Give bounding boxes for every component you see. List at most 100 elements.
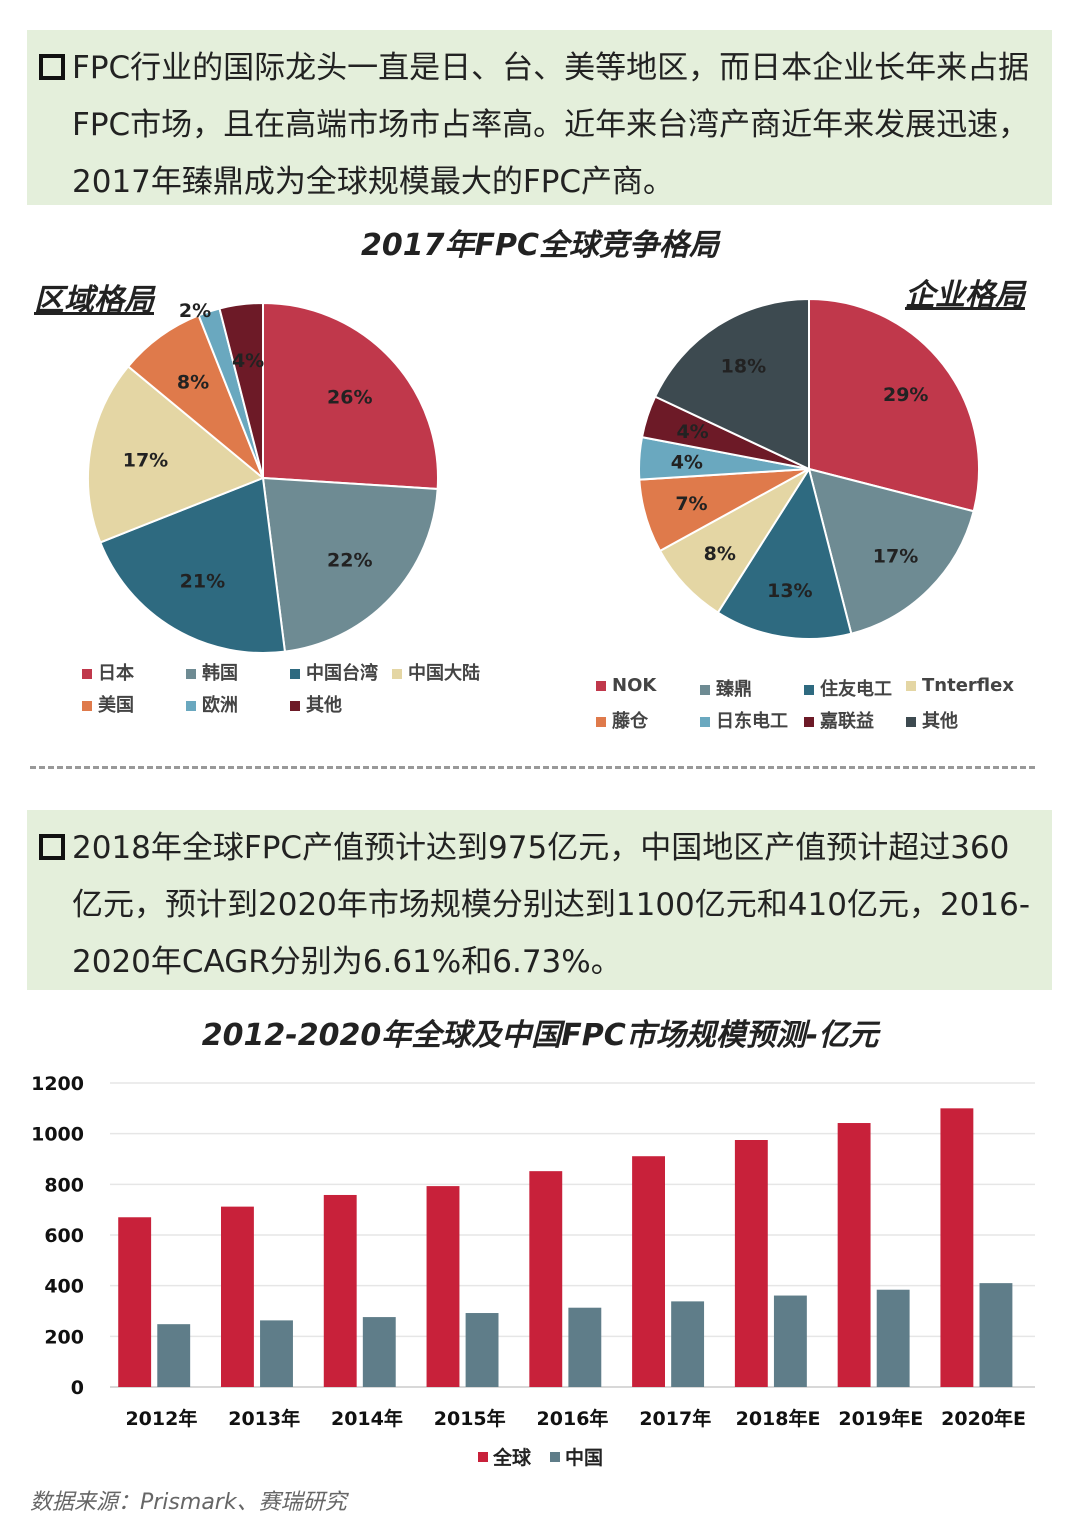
legend-label: NOK — [612, 675, 657, 696]
bar-全球-2017年 — [632, 1156, 665, 1387]
pie-data-label: 13% — [767, 580, 812, 602]
legend-swatch — [290, 669, 300, 679]
legend-item: 韩国 — [186, 659, 238, 685]
pie-slice-韩国 — [261, 476, 439, 653]
legend-item: 欧洲 — [186, 691, 238, 717]
legend-item: 藤仓 — [596, 707, 648, 733]
banner-text: FPC行业的国际龙头一直是日、台、美等地区，而日本企业长年来占据FPC市场，且在… — [72, 50, 1030, 200]
legend-label: 日本 — [98, 663, 134, 684]
legend-item: 其他 — [290, 691, 342, 717]
y-tick-label: 200 — [44, 1326, 84, 1348]
y-tick-label: 400 — [44, 1276, 84, 1298]
legend-label: 臻鼎 — [716, 679, 752, 700]
pie-chart-title: 2017年FPC全球竞争格局 — [361, 228, 719, 263]
legend-swatch — [478, 1452, 488, 1462]
legend-item: 日本 — [82, 659, 134, 685]
bar-中国-2018年E — [773, 1295, 807, 1387]
legend-swatch — [82, 669, 92, 679]
bar-全球-2014年 — [323, 1194, 357, 1387]
pie-data-label: 4% — [232, 350, 264, 372]
legend-item: 嘉联益 — [804, 707, 874, 733]
region-pie-subtitle: 区域格局 — [34, 283, 154, 318]
x-tick-label: 2013年 — [228, 1407, 300, 1430]
bar-中国-2016年 — [568, 1307, 602, 1387]
legend-swatch — [700, 717, 710, 727]
legend-item: 日东电工 — [700, 707, 788, 733]
x-tick-label: 2019年E — [838, 1407, 923, 1430]
legend-swatch — [804, 717, 814, 727]
summary-banner-2: 2018年全球FPC产值预计达到975亿元，中国地区产值预计超过360亿元，预计… — [27, 810, 1052, 990]
x-tick-label: 2014年 — [331, 1407, 403, 1430]
y-tick-label: 1000 — [31, 1124, 84, 1146]
y-tick-label: 600 — [44, 1225, 84, 1247]
legend-item: 中国大陆 — [392, 659, 480, 685]
legend-label: 欧洲 — [202, 695, 238, 716]
pie-data-label: 26% — [327, 387, 372, 409]
company-pie-subtitle: 企业格局 — [905, 278, 1025, 313]
legend-label: 藤仓 — [612, 711, 648, 732]
legend-item: 中国台湾 — [290, 659, 378, 685]
legend-label: 中国 — [565, 1446, 603, 1469]
legend-item: 美国 — [82, 691, 134, 717]
pie-slice-其他 — [218, 301, 264, 479]
legend-swatch — [804, 685, 814, 695]
bar-中国-2014年 — [362, 1317, 396, 1387]
pie-data-label: 21% — [180, 570, 225, 592]
legend-item: 臻鼎 — [700, 675, 752, 701]
pie-data-label: 22% — [327, 549, 372, 571]
summary-banner-1: FPC行业的国际龙头一直是日、台、美等地区，而日本企业长年来占据FPC市场，且在… — [27, 30, 1052, 205]
legend-swatch — [290, 701, 300, 711]
legend-label: 其他 — [306, 695, 342, 716]
bar-中国-2015年 — [465, 1313, 499, 1387]
x-tick-label: 2015年 — [434, 1407, 506, 1430]
legend-item: NOK — [596, 675, 656, 696]
legend-label: 住友电工 — [820, 679, 892, 700]
source-note: 数据来源：Prismark、赛瑞研究 — [30, 1490, 347, 1515]
pie-data-label: 4% — [671, 451, 703, 473]
legend-swatch — [906, 681, 916, 691]
pie-slice-中国大陆 — [87, 365, 265, 544]
y-tick-label: 800 — [44, 1174, 84, 1196]
legend-label: 全球 — [492, 1446, 532, 1469]
x-tick-label: 2018年E — [736, 1407, 821, 1430]
bar-全球-2016年 — [529, 1171, 563, 1387]
pie-slice-中国台湾 — [98, 476, 287, 654]
pie-slice-NOK — [808, 297, 980, 513]
x-tick-label: 2020年E — [941, 1407, 1026, 1430]
legend-item: Tnterflex — [906, 675, 1014, 696]
legend-label: 中国台湾 — [306, 663, 378, 684]
bar-全球-2018年E — [734, 1140, 768, 1387]
legend-swatch — [700, 685, 710, 695]
bar-全球-2013年 — [221, 1206, 254, 1387]
x-tick-label: 2012年 — [125, 1407, 197, 1430]
bar-中国-2013年 — [260, 1320, 293, 1387]
x-tick-label: 2017年 — [639, 1407, 711, 1430]
pie-data-label: 17% — [873, 546, 918, 568]
bar-中国-2012年 — [157, 1324, 191, 1387]
bar-全球-2015年 — [426, 1186, 460, 1387]
legend-swatch — [392, 669, 402, 679]
bar-全球-2019年E — [837, 1123, 871, 1387]
pie-slice-住友电工 — [716, 466, 853, 640]
legend-label: 美国 — [98, 695, 134, 716]
legend-label: 韩国 — [202, 663, 238, 684]
pie-data-label: 4% — [676, 421, 708, 443]
pie-slice-日本 — [262, 301, 439, 491]
checkbox-square-icon — [39, 834, 65, 860]
x-tick-label: 2016年 — [537, 1407, 609, 1430]
divider — [30, 766, 1035, 769]
bar-中国-2017年 — [671, 1301, 705, 1387]
checkbox-square-icon — [39, 54, 65, 80]
legend-item: 住友电工 — [804, 675, 892, 701]
legend-label: 中国大陆 — [408, 663, 480, 684]
pie-data-label: 7% — [675, 493, 707, 515]
bar-中国-2020年E — [979, 1283, 1013, 1387]
banner-text: 2018年全球FPC产值预计达到975亿元，中国地区产值预计超过360亿元，预计… — [72, 830, 1031, 980]
legend-label: 日东电工 — [716, 711, 788, 732]
legend-label: Tnterflex — [922, 675, 1014, 696]
legend-swatch — [550, 1452, 560, 1462]
bar-中国-2019年E — [876, 1289, 910, 1387]
legend-swatch — [186, 701, 196, 711]
legend-swatch — [596, 681, 606, 691]
pie-data-label: 17% — [123, 449, 168, 471]
